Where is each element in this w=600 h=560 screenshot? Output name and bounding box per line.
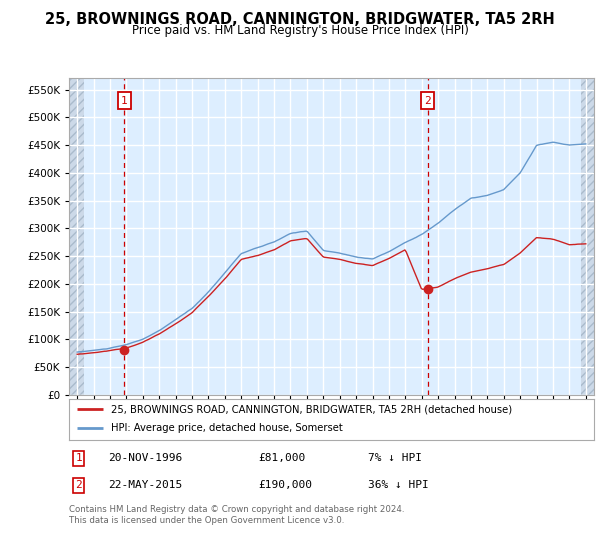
Text: 1: 1 [121, 96, 128, 106]
Text: 22-MAY-2015: 22-MAY-2015 [109, 480, 182, 491]
Text: 20-NOV-1996: 20-NOV-1996 [109, 453, 182, 463]
Text: 1: 1 [76, 453, 82, 463]
Text: HPI: Average price, detached house, Somerset: HPI: Average price, detached house, Some… [111, 423, 343, 433]
Text: £190,000: £190,000 [258, 480, 312, 491]
Bar [581, 78, 594, 395]
Text: 2: 2 [76, 480, 82, 491]
Text: £81,000: £81,000 [258, 453, 305, 463]
Text: Price paid vs. HM Land Registry's House Price Index (HPI): Price paid vs. HM Land Registry's House … [131, 24, 469, 36]
Text: Contains HM Land Registry data © Crown copyright and database right 2024.
This d: Contains HM Land Registry data © Crown c… [69, 505, 404, 525]
Text: 25, BROWNINGS ROAD, CANNINGTON, BRIDGWATER, TA5 2RH (detached house): 25, BROWNINGS ROAD, CANNINGTON, BRIDGWAT… [111, 404, 512, 414]
Bar [69, 78, 84, 395]
Text: 25, BROWNINGS ROAD, CANNINGTON, BRIDGWATER, TA5 2RH: 25, BROWNINGS ROAD, CANNINGTON, BRIDGWAT… [45, 12, 555, 27]
Text: 7% ↓ HPI: 7% ↓ HPI [368, 453, 422, 463]
Text: 2: 2 [425, 96, 431, 106]
Text: 36% ↓ HPI: 36% ↓ HPI [368, 480, 429, 491]
